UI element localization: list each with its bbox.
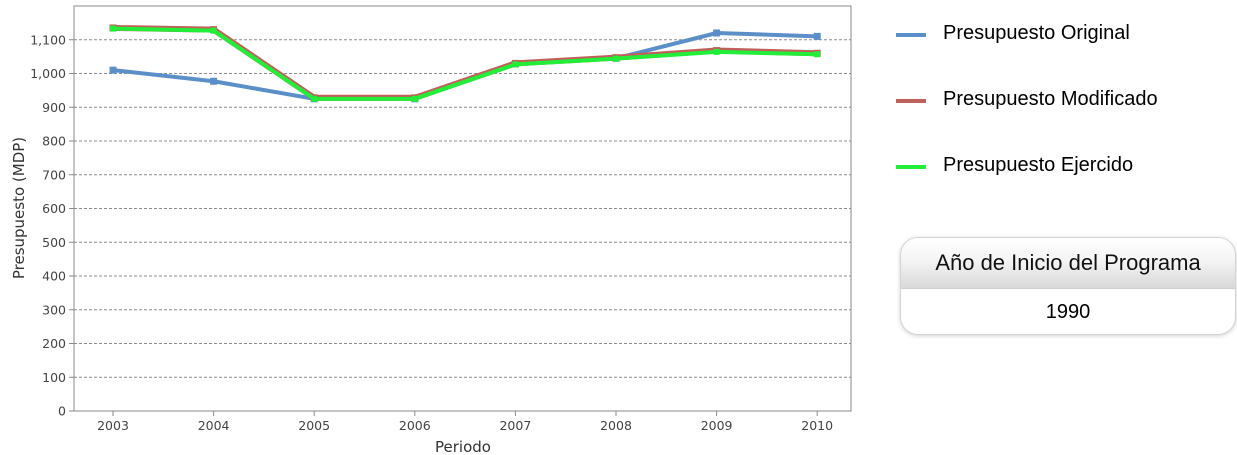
line-chart: 0 100 200 300 400 500 600 700 800 900 1,000 1,100 2… <box>10 5 852 455</box>
y-tick-label: 1,100 <box>30 32 66 47</box>
gridlines <box>74 39 851 378</box>
y-tick-label: 800 <box>42 134 66 149</box>
program-start-year-value: 1990 <box>1045 301 1091 323</box>
legend-item-modificado: Presupuesto Modificado <box>896 80 1226 146</box>
y-tick-label: 200 <box>42 336 66 351</box>
legend: Presupuesto Original Presupuesto Modific… <box>896 14 1226 212</box>
x-axis-ticks: 2003 2004 2005 2006 2007 2008 2009 2010 <box>97 411 833 433</box>
y-tick-label: 900 <box>42 100 66 115</box>
data-point-presupuesto-ejercido <box>613 55 619 62</box>
program-start-year-title: Año de Inicio del Programa <box>901 238 1235 289</box>
x-tick-label: 2007 <box>499 418 531 433</box>
x-tick-label: 2008 <box>600 418 632 433</box>
y-tick-label: 600 <box>42 201 66 216</box>
legend-item-ejercido: Presupuesto Ejercido <box>896 146 1226 212</box>
legend-label-ejercido: Presupuesto Ejercido <box>943 154 1134 176</box>
legend-label-original: Presupuesto Original <box>943 22 1130 44</box>
legend-swatch-original <box>896 33 926 37</box>
data-point-presupuesto-ejercido <box>411 95 418 102</box>
y-tick-label: 500 <box>42 235 66 250</box>
data-point-presupuesto-original <box>813 32 821 40</box>
x-tick-label: 2003 <box>97 418 129 433</box>
series-line-presupuesto-ejercido <box>111 26 820 101</box>
x-tick-label: 2006 <box>399 418 431 433</box>
x-tick-label: 2009 <box>701 418 733 433</box>
y-tick-label: 700 <box>42 167 66 182</box>
data-point-presupuesto-ejercido <box>512 61 519 68</box>
y-tick-label: 1,000 <box>30 66 66 81</box>
x-tick-label: 2005 <box>298 418 330 433</box>
data-point-presupuesto-original <box>109 66 117 74</box>
data-point-presupuesto-ejercido <box>210 27 217 34</box>
legend-swatch-modificado <box>896 99 926 103</box>
y-axis-ticks: 0 100 200 300 400 500 600 700 800 900 1,000 1,100 <box>30 32 74 419</box>
legend-label-modificado: Presupuesto Modificado <box>943 88 1158 110</box>
y-tick-label: 100 <box>42 370 66 385</box>
data-point-presupuesto-ejercido <box>311 95 318 102</box>
data-point-presupuesto-ejercido <box>110 25 116 32</box>
x-tick-label: 2010 <box>801 418 833 433</box>
y-tick-label: 300 <box>42 302 66 317</box>
data-point-presupuesto-ejercido <box>713 48 720 55</box>
x-tick-label: 2004 <box>198 418 230 433</box>
y-tick-label: 400 <box>42 269 66 284</box>
x-axis-label: Periodo <box>435 438 491 455</box>
y-tick-label: 0 <box>58 404 66 419</box>
program-start-year-box: Año de Inicio del Programa 1990 <box>900 237 1236 335</box>
legend-swatch-ejercido <box>896 165 926 169</box>
data-point-presupuesto-ejercido <box>814 51 821 58</box>
series-lines <box>109 24 821 103</box>
data-point-presupuesto-original <box>713 29 721 37</box>
legend-item-original: Presupuesto Original <box>896 14 1226 80</box>
data-point-presupuesto-original <box>210 77 218 85</box>
y-axis-label: Presupuesto (MDP) <box>10 137 28 279</box>
